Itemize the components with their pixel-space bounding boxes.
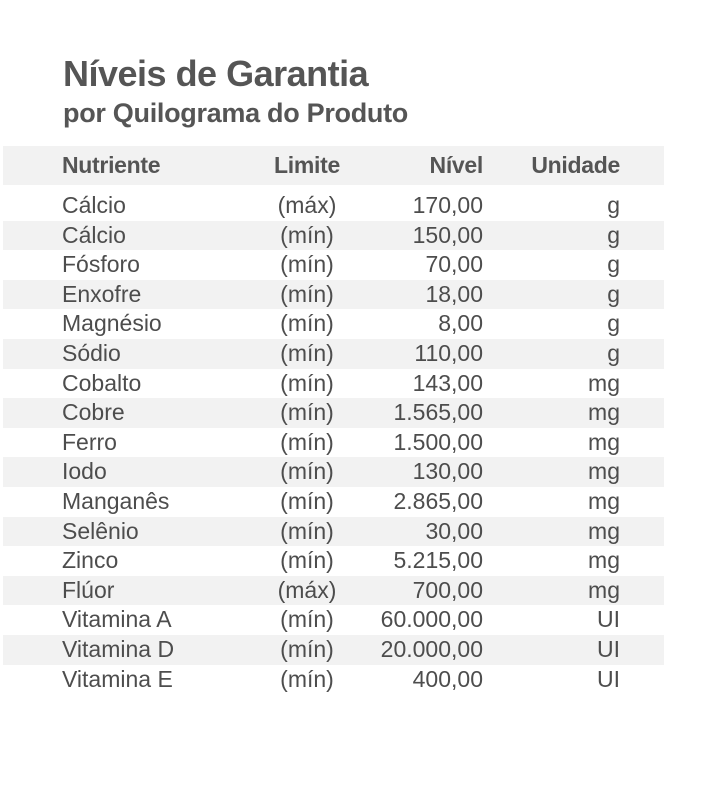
limit-cell: (mín)	[280, 339, 334, 366]
level-cell: 150,00	[412, 221, 483, 248]
table-row: Sódio (mín) 110,00 g	[3, 338, 664, 369]
unit-cell: UI	[597, 635, 620, 662]
table-row: Magnésio (mín) 8,00 g	[3, 309, 664, 339]
nutrient-cell: Sódio	[62, 339, 121, 366]
nutrient-cell: Cobre	[62, 399, 125, 426]
table-body: Cálcio (máx) 170,00 g Cálcio (mín) 150,00 g Fósf…	[3, 191, 664, 694]
unit-cell: g	[607, 221, 620, 248]
limit-cell: (mín)	[280, 221, 334, 248]
level-cell: 170,00	[412, 192, 483, 218]
level-cell: 110,00	[414, 339, 483, 366]
unit-cell: mg	[588, 547, 620, 574]
unit-cell: mg	[588, 517, 620, 544]
nutrient-cell: Magnésio	[62, 310, 162, 337]
unit-cell: UI	[597, 665, 620, 692]
column-header-unit: Unidade	[531, 152, 620, 178]
column-header-level: Nível	[429, 152, 484, 178]
table-row: Iodo (mín) 130,00 mg	[3, 457, 664, 487]
level-cell: 30,00	[425, 517, 483, 544]
limit-cell: (mín)	[280, 635, 334, 662]
unit-cell: mg	[588, 487, 620, 514]
table-row: Fósforo (mín) 70,00 g	[3, 250, 664, 280]
nutrient-cell: Vitamina D	[62, 635, 175, 662]
table-row: Enxofre (mín) 18,00 g	[3, 279, 664, 310]
guarantee-levels-table: Nutriente Limite Nível Unidade Cálcio (má…	[3, 146, 664, 694]
level-cell: 143,00	[412, 369, 483, 396]
nutrient-cell: Cálcio	[62, 192, 126, 218]
table-row: Flúor (máx) 700,00 mg	[3, 575, 664, 606]
level-cell: 130,00	[412, 458, 483, 485]
limit-cell: (mín)	[280, 399, 334, 426]
level-cell: 18,00	[425, 280, 483, 307]
table-row: Zinco (mín) 5.215,00 mg	[3, 546, 664, 576]
limit-cell: (mín)	[280, 665, 334, 692]
nutrient-cell: Enxofre	[62, 280, 142, 307]
level-cell: 5.215,00	[393, 547, 483, 574]
table-row: Manganês (mín) 2.865,00 mg	[3, 487, 664, 517]
table-row: Cobalto (mín) 143,00 mg	[3, 369, 664, 399]
table-header-row: Nutriente Limite Nível Unidade	[3, 146, 664, 185]
table-row: Selênio (mín) 30,00 mg	[3, 516, 664, 547]
unit-cell: mg	[588, 458, 620, 485]
limit-cell: (mín)	[280, 251, 334, 278]
level-cell: 60.000,00	[380, 606, 483, 633]
unit-cell: UI	[597, 606, 620, 633]
unit-cell: mg	[588, 369, 620, 396]
limit-cell: (mín)	[280, 606, 334, 633]
level-cell: 70,00	[425, 251, 483, 278]
level-cell: 2.865,00	[393, 487, 483, 514]
limit-cell: (mín)	[280, 369, 334, 396]
limit-cell: (mín)	[280, 547, 334, 574]
unit-cell: g	[607, 280, 620, 307]
column-header-nutrient: Nutriente	[62, 152, 161, 178]
limit-cell: (máx)	[277, 192, 337, 218]
nutrient-cell: Vitamina A	[62, 606, 172, 633]
table-row: Cálcio (mín) 150,00 g	[3, 220, 664, 251]
unit-cell: g	[607, 251, 620, 278]
nutrient-cell: Selênio	[62, 517, 139, 544]
table-row: Vitamina A (mín) 60.000,00 UI	[3, 605, 664, 635]
limit-cell: (mín)	[280, 428, 334, 455]
nutrient-cell: Fósforo	[62, 251, 140, 278]
table-row: Ferro (mín) 1.500,00 mg	[3, 428, 664, 458]
table-row: Cobre (mín) 1.565,00 mg	[3, 398, 664, 428]
table-row: Vitamina D (mín) 20.000,00 UI	[3, 634, 664, 665]
limit-cell: (mín)	[280, 517, 334, 544]
nutrient-cell: Cobalto	[62, 369, 142, 396]
unit-cell: mg	[588, 576, 620, 603]
level-cell: 1.565,00	[393, 399, 483, 426]
nutrient-cell: Flúor	[62, 576, 115, 603]
unit-cell: mg	[588, 428, 620, 455]
nutrient-cell: Zinco	[62, 547, 119, 574]
nutrient-cell: Vitamina E	[62, 665, 173, 692]
nutrient-cell: Cálcio	[62, 221, 126, 248]
column-header-limit: Limite	[274, 152, 340, 178]
unit-cell: g	[607, 339, 620, 366]
table-row: Vitamina E (mín) 400,00 UI	[3, 665, 664, 695]
limit-cell: (mín)	[280, 458, 334, 485]
unit-cell: g	[607, 310, 620, 337]
level-cell: 400,00	[412, 665, 483, 692]
limit-cell: (mín)	[280, 487, 334, 514]
page-title: Níveis de Garantia	[63, 53, 369, 94]
level-cell: 700,00	[412, 576, 483, 603]
nutrient-cell: Iodo	[62, 458, 107, 485]
unit-cell: g	[607, 192, 620, 218]
nutrient-cell: Ferro	[62, 428, 117, 455]
level-cell: 20.000,00	[380, 635, 483, 662]
limit-cell: (máx)	[277, 576, 337, 603]
page-subtitle: por Quilograma do Produto	[63, 98, 408, 128]
nutrient-cell: Manganês	[62, 487, 170, 514]
level-cell: 8,00	[438, 310, 483, 337]
limit-cell: (mín)	[280, 310, 334, 337]
limit-cell: (mín)	[280, 280, 334, 307]
table-row: Cálcio (máx) 170,00 g	[3, 191, 664, 221]
level-cell: 1.500,00	[393, 428, 483, 455]
unit-cell: mg	[588, 399, 620, 426]
